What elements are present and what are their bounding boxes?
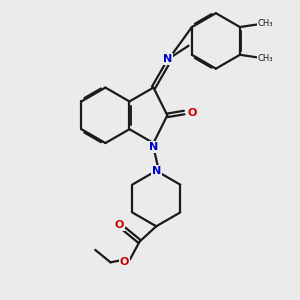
Text: O: O bbox=[188, 108, 197, 118]
Text: N: N bbox=[163, 54, 172, 64]
Text: CH₃: CH₃ bbox=[258, 54, 273, 63]
Text: N: N bbox=[152, 166, 161, 176]
Text: N: N bbox=[149, 142, 159, 152]
Text: O: O bbox=[120, 256, 129, 267]
Text: CH₃: CH₃ bbox=[258, 19, 273, 28]
Text: O: O bbox=[115, 220, 124, 230]
